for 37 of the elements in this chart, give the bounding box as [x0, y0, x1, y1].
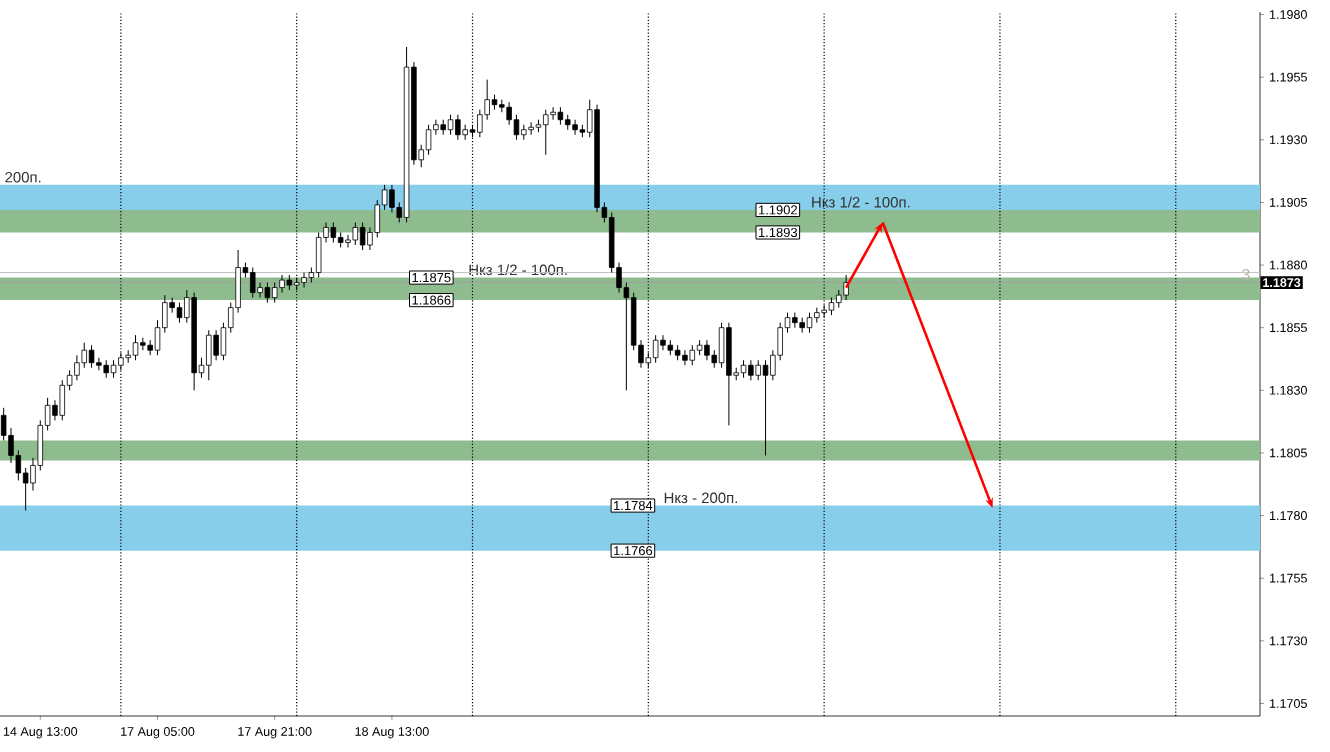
- candlestick: [352, 221, 359, 246]
- candlestick: [718, 322, 725, 369]
- candlestick: [689, 344, 696, 366]
- candlestick: [176, 302, 183, 324]
- candlestick: [447, 114, 454, 136]
- candlestick: [330, 221, 337, 243]
- candlestick: [206, 329, 212, 381]
- candlestick: [806, 312, 813, 334]
- candlestick: [345, 234, 351, 248]
- candlestick: [762, 359, 769, 456]
- candlestick: [543, 109, 549, 156]
- candlestick: [572, 119, 578, 136]
- candlestick: [652, 334, 659, 364]
- candlestick: [264, 282, 271, 304]
- candlestick: [249, 267, 256, 299]
- candlestick: [660, 334, 666, 351]
- candlestick: [74, 354, 80, 381]
- candlestick: [140, 337, 146, 351]
- candlestick: [755, 359, 761, 381]
- candlestick: [96, 357, 102, 371]
- candlestick: [213, 329, 219, 361]
- candlestick: [704, 339, 710, 361]
- candlestick: [59, 379, 66, 421]
- candlestick: [389, 184, 395, 213]
- candlestick: [528, 121, 534, 136]
- candlestick: [301, 272, 307, 289]
- candlestick: [455, 114, 461, 141]
- candlestick: [271, 282, 278, 304]
- candlestick: [425, 124, 432, 156]
- candlestick: [88, 344, 95, 369]
- candlestick: [550, 106, 556, 121]
- candlestick: [359, 221, 366, 251]
- candlestick: [726, 322, 732, 426]
- candlestick: [132, 334, 139, 361]
- candlestick: [748, 359, 754, 381]
- candlestick: [682, 349, 688, 366]
- candlestick: [279, 274, 285, 294]
